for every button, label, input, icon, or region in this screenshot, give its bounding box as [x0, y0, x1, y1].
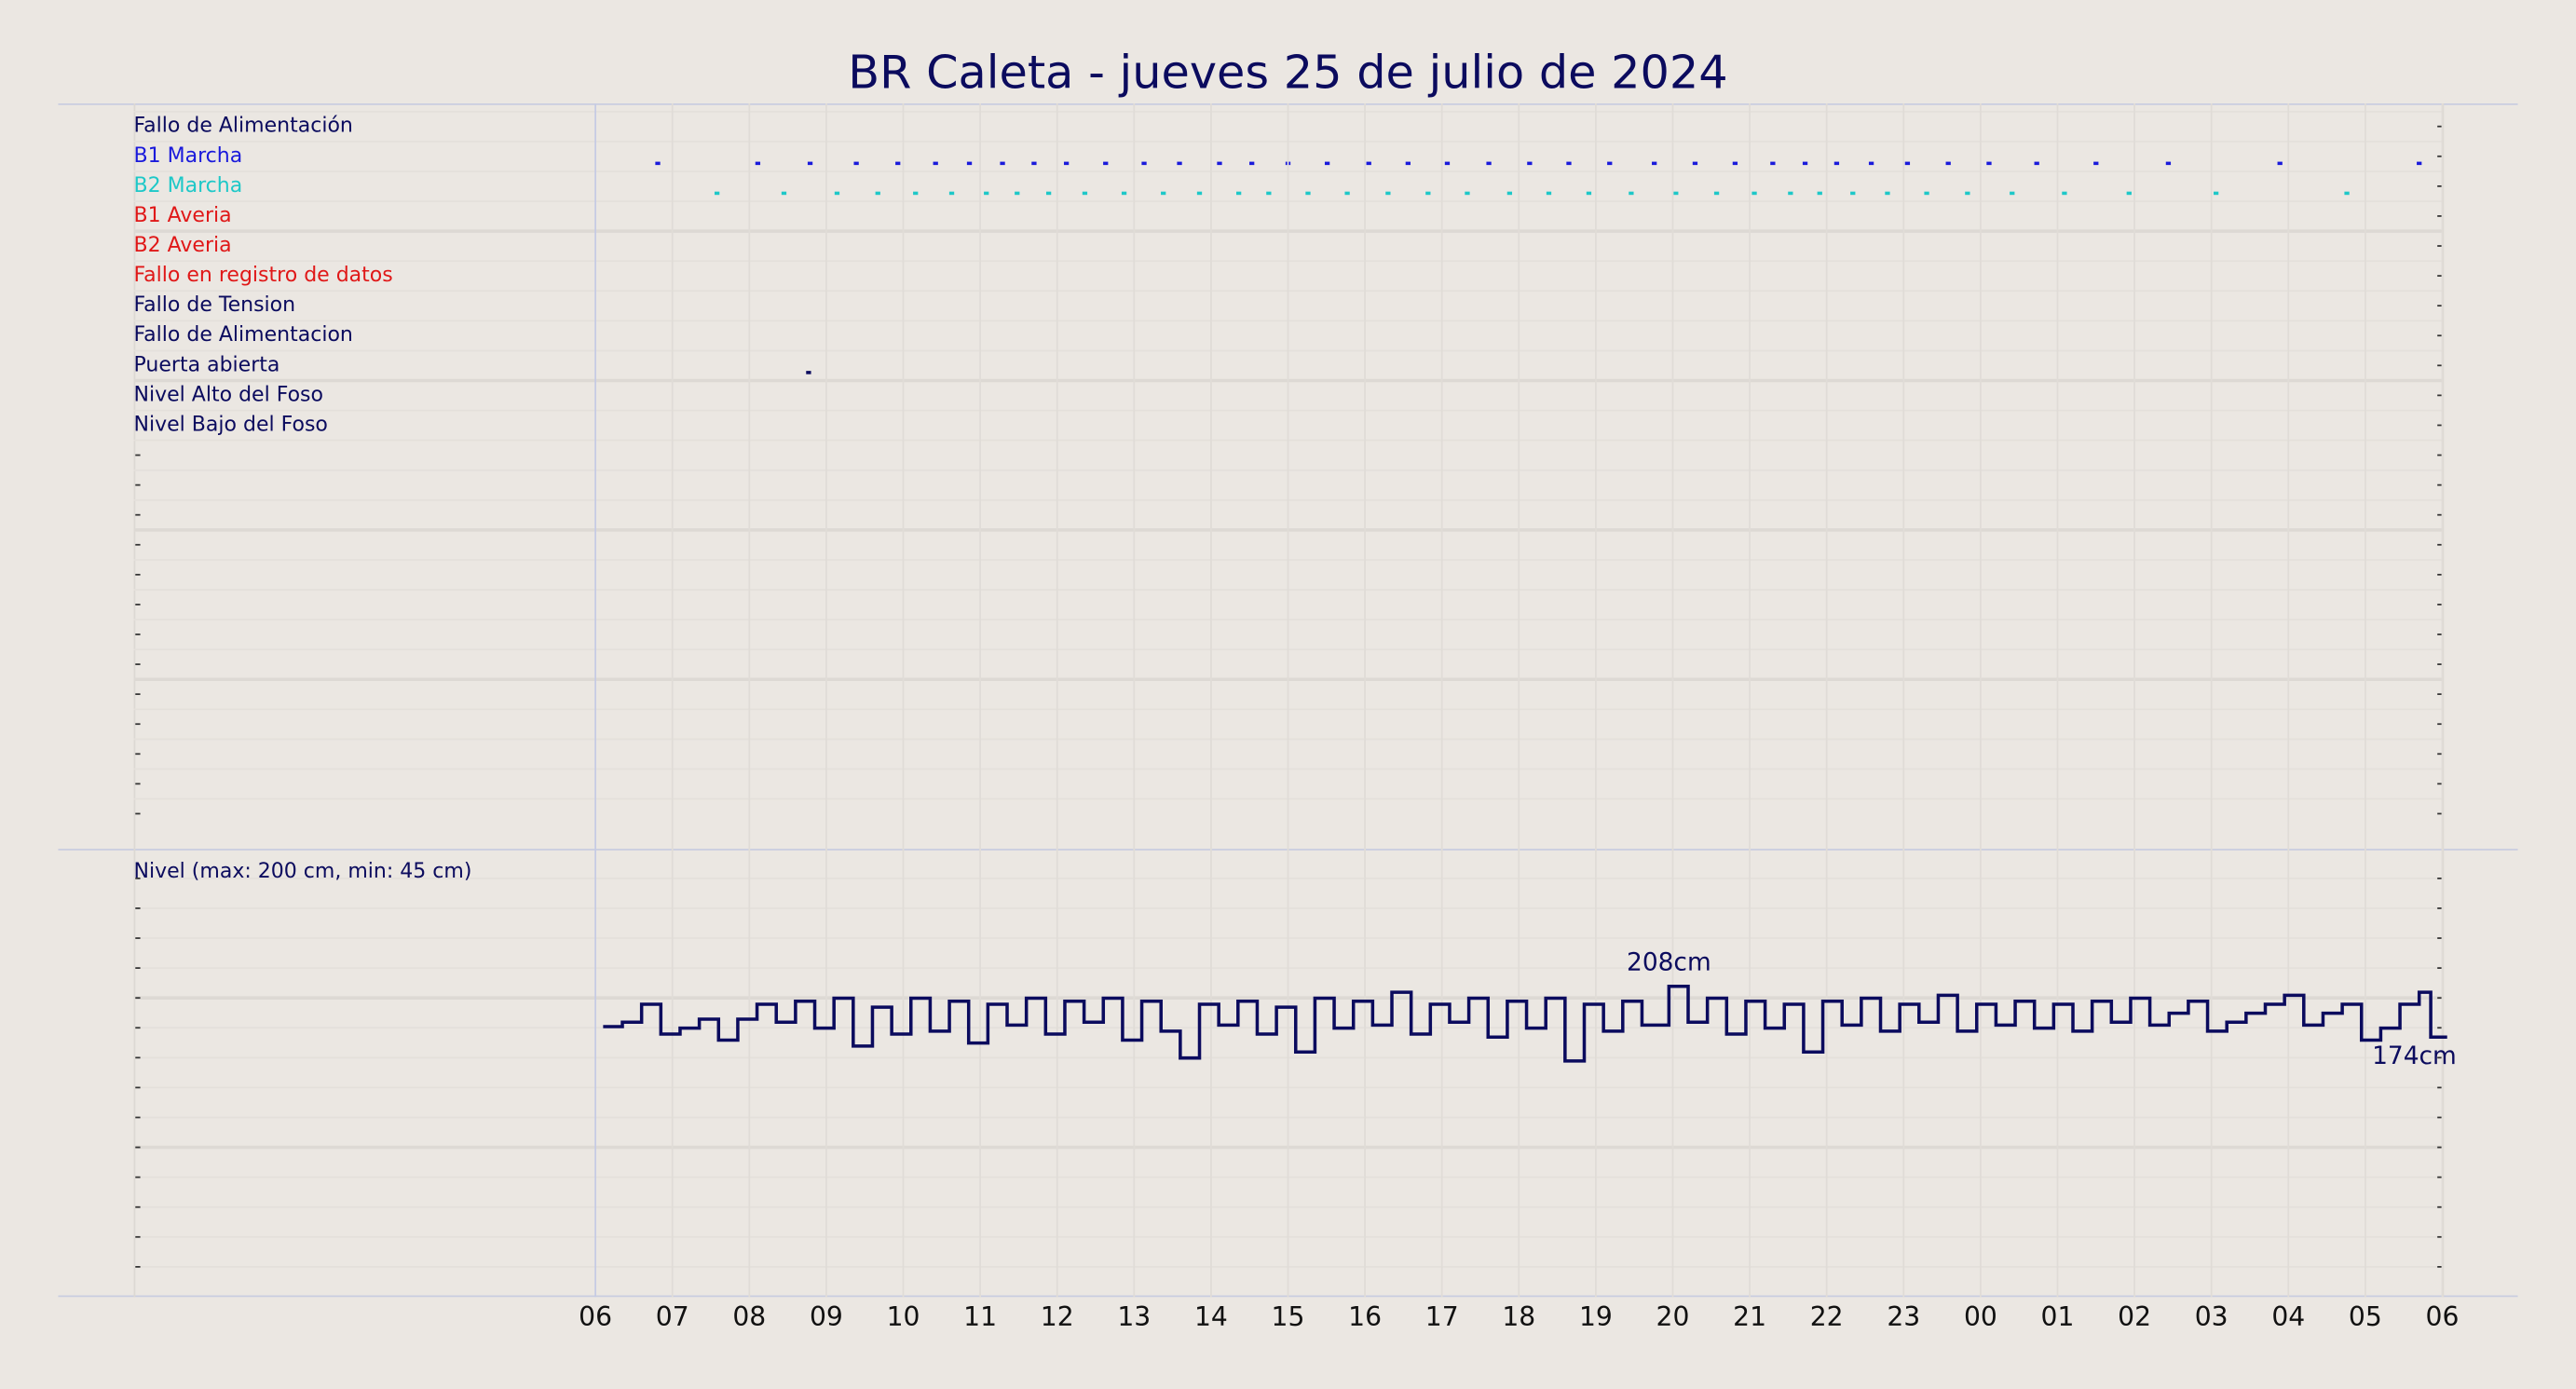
x-tick-label: 16 [1348, 1301, 1382, 1332]
x-tick-label: 14 [1194, 1301, 1228, 1332]
x-tick-label: 04 [2271, 1301, 2305, 1332]
x-tick-label: 07 [656, 1301, 689, 1332]
x-tick-label: 02 [2118, 1301, 2151, 1332]
x-tick-label: 10 [887, 1301, 920, 1332]
row-label: Nivel Bajo del Foso [134, 413, 328, 436]
x-tick-label: 13 [1117, 1301, 1151, 1332]
row-label: B2 Marcha [134, 174, 243, 197]
row-label: Fallo de Tension [134, 293, 296, 317]
row-label: Fallo de Alimentación [134, 115, 353, 138]
x-tick-label: 15 [1272, 1301, 1305, 1332]
value-label: 208cm [1627, 948, 1711, 977]
x-tick-label: 06 [2426, 1301, 2460, 1332]
x-tick-label: 18 [1502, 1301, 1535, 1332]
row-label: Puerta abierta [134, 353, 280, 376]
x-tick-label: 20 [1656, 1301, 1690, 1332]
x-tick-label: 08 [732, 1301, 766, 1332]
level-line [603, 984, 2447, 1063]
x-tick-label: 00 [1964, 1301, 1997, 1332]
x-tick-label: 12 [1041, 1301, 1074, 1332]
x-tick-label: 17 [1425, 1301, 1459, 1332]
x-tick-label: 21 [1733, 1301, 1766, 1332]
row-label: Fallo en registro de datos [134, 264, 393, 287]
row-label: Nivel Alto del Foso [134, 383, 323, 406]
x-tick-label: 19 [1579, 1301, 1613, 1332]
x-tick-label: 06 [579, 1301, 612, 1332]
value-label: 174cm [2372, 1042, 2457, 1070]
panel-label: Nivel (max: 200 cm, min: 45 cm) [134, 860, 472, 883]
x-tick-label: 05 [2349, 1301, 2382, 1332]
chart-title: BR Caleta - jueves 25 de julio de 2024 [848, 46, 1727, 100]
x-tick-label: 03 [2195, 1301, 2228, 1332]
x-tick-label: 09 [810, 1301, 843, 1332]
row-label: B1 Marcha [134, 144, 243, 168]
x-tick-label: 22 [1810, 1301, 1844, 1332]
row-label: B1 Averia [134, 204, 232, 227]
row-label: B2 Averia [134, 234, 232, 257]
x-tick-label: 01 [2041, 1301, 2075, 1332]
x-tick-label: 11 [963, 1301, 997, 1332]
row-label: Fallo de Alimentacion [134, 323, 353, 347]
x-tick-label: 23 [1887, 1301, 1920, 1332]
